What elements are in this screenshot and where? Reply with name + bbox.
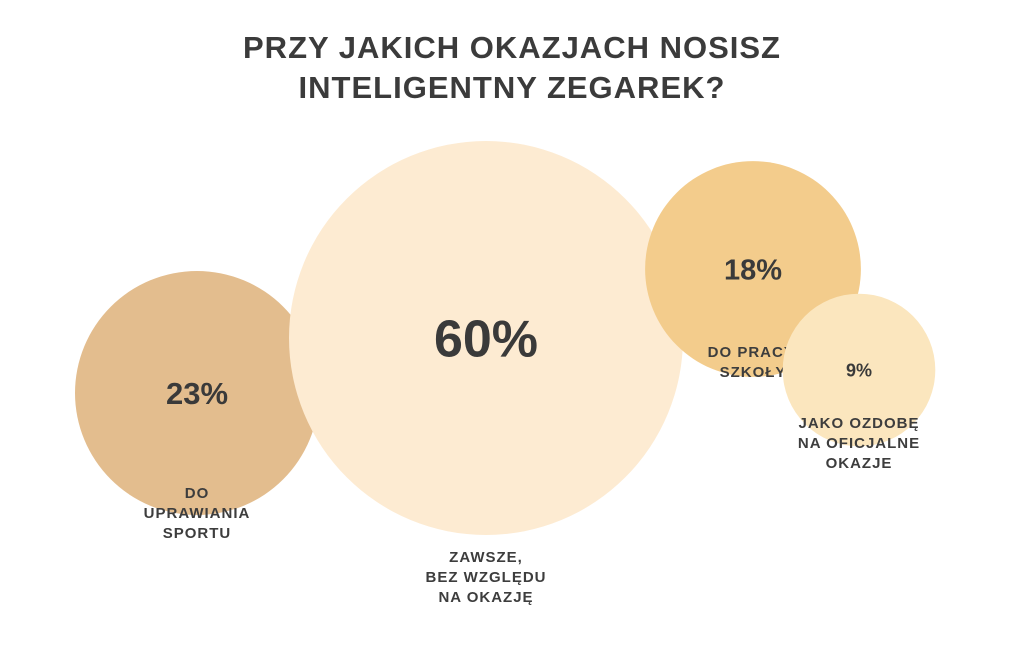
bubble-category-label-4-line-1: JAKO OZDOBĘ	[798, 415, 919, 432]
bubble-value-label-1: 23%	[166, 376, 228, 411]
bubble-category-label-1-line-1: DO	[185, 485, 210, 502]
bubble-category-label-2-line-3: NA OKAZJĘ	[438, 589, 533, 606]
bubble-1	[75, 271, 319, 515]
chart-title-line-1: PRZY JAKICH OKAZJACH NOSISZ	[243, 30, 781, 65]
bubble-category-label-4-line-2: NA OFICJALNE	[798, 435, 920, 452]
bubble-value-label-3: 18%	[724, 254, 782, 286]
bubble-value-label-4: 9%	[846, 360, 872, 380]
bubble-category-label-3-line-2: SZKOŁY	[720, 364, 787, 381]
bubble-category-label-3-line-1: DO PRACY,	[708, 344, 799, 361]
chart-title-line-2: INTELIGENTNY ZEGAREK?	[298, 70, 726, 105]
bubble-category-label-2-line-1: ZAWSZE,	[449, 549, 523, 566]
bubble-category-label-1-line-3: SPORTU	[163, 525, 232, 542]
bubble-category-label-2-line-2: BEZ WZGLĘDU	[426, 569, 547, 586]
bubble-category-label-4-line-3: OKAZJE	[826, 455, 893, 472]
bubble-value-label-2: 60%	[434, 311, 538, 369]
bubble-2	[289, 141, 683, 535]
bubble-4	[782, 293, 936, 447]
bubble-category-label-1-line-2: UPRAWIANIA	[144, 505, 251, 522]
